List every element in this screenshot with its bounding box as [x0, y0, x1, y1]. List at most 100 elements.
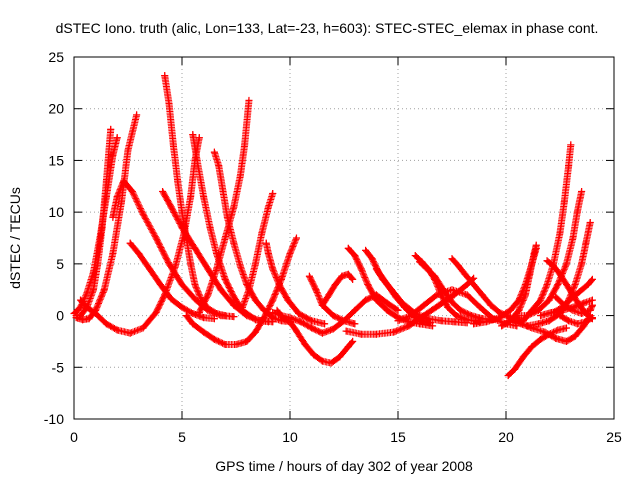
data-point: [463, 316, 471, 324]
data-series-11: [182, 234, 300, 349]
data-point: [195, 308, 203, 316]
chart-title: dSTEC Iono. truth (alic, Lon=133, Lat=-2…: [56, 20, 599, 36]
data-point: [292, 234, 300, 242]
data-point: [260, 314, 268, 322]
data-point: [545, 296, 553, 304]
data-point: [327, 359, 335, 367]
data-point: [398, 299, 406, 307]
data-point: [210, 315, 218, 323]
y-tick-label: 10: [48, 204, 64, 220]
data-point: [169, 141, 177, 149]
data-point: [329, 312, 337, 320]
y-tick-label: -5: [52, 359, 65, 375]
data-point: [213, 265, 221, 273]
data-point: [575, 288, 583, 296]
data-point: [588, 275, 596, 283]
data-point: [368, 255, 376, 263]
data-point: [554, 281, 562, 289]
data-point: [558, 306, 566, 314]
data-point: [113, 193, 121, 201]
data-point: [258, 229, 266, 237]
data-point: [72, 314, 80, 322]
data-point: [189, 131, 197, 139]
data-point: [528, 343, 536, 351]
data-point: [286, 314, 294, 322]
data-point: [139, 210, 147, 218]
data-point: [269, 296, 277, 304]
data-point: [83, 303, 91, 311]
x-tick-label: 20: [498, 429, 514, 445]
data-point: [519, 317, 527, 325]
data-point: [109, 213, 117, 221]
data-point: [126, 329, 134, 337]
y-tick-label: 15: [48, 152, 64, 168]
data-point: [407, 312, 415, 320]
data-point: [85, 315, 93, 323]
data-point: [200, 314, 208, 322]
data-point: [178, 208, 186, 216]
data-point: [537, 335, 545, 343]
data-point: [193, 156, 201, 164]
data-point: [139, 324, 147, 332]
data-point: [372, 296, 380, 304]
data-series-9: [189, 131, 272, 326]
data-point: [264, 203, 272, 211]
data-point: [448, 255, 456, 263]
data-point: [126, 239, 134, 247]
data-point: [191, 295, 199, 303]
data-point: [219, 187, 227, 195]
data-point: [312, 286, 320, 294]
data-point: [528, 306, 536, 314]
data-point: [113, 326, 121, 334]
data-point: [264, 318, 272, 326]
data-point: [251, 328, 259, 336]
data-point: [174, 177, 182, 185]
data-point: [470, 320, 478, 328]
data-point: [411, 252, 419, 260]
data-point: [200, 193, 208, 201]
data-point: [506, 315, 514, 323]
data-point: [178, 224, 186, 232]
data-point: [556, 229, 564, 237]
data-point: [567, 141, 575, 149]
data-point: [187, 193, 195, 201]
data-point: [195, 134, 203, 142]
data-point: [100, 286, 108, 294]
data-point: [524, 322, 532, 330]
data-point: [543, 281, 551, 289]
data-point: [206, 224, 214, 232]
data-point: [167, 203, 175, 211]
data-point: [498, 322, 506, 330]
data-point: [513, 312, 521, 320]
data-point: [556, 270, 564, 278]
data-point: [383, 299, 391, 307]
data-point: [463, 281, 471, 289]
data-series-18: [318, 270, 357, 309]
data-point: [269, 265, 277, 273]
data-point: [76, 296, 84, 304]
data-point: [269, 190, 277, 198]
data-point: [435, 301, 443, 309]
data-point: [483, 318, 491, 326]
data-point: [102, 177, 110, 185]
data-point: [124, 146, 132, 154]
data-point: [204, 291, 212, 299]
data-point: [351, 252, 359, 260]
data-point: [230, 293, 238, 301]
data-point: [109, 151, 117, 159]
data-point: [236, 172, 244, 180]
data-point: [534, 306, 542, 314]
data-point: [511, 365, 519, 373]
data-point: [431, 275, 439, 283]
data-point: [448, 298, 456, 306]
data-point: [562, 337, 570, 345]
data-point: [113, 134, 121, 142]
data-point: [547, 308, 555, 316]
data-point: [295, 310, 303, 318]
data-point: [277, 312, 285, 320]
data-point: [534, 320, 542, 328]
data-point: [156, 281, 164, 289]
data-point: [182, 312, 190, 320]
